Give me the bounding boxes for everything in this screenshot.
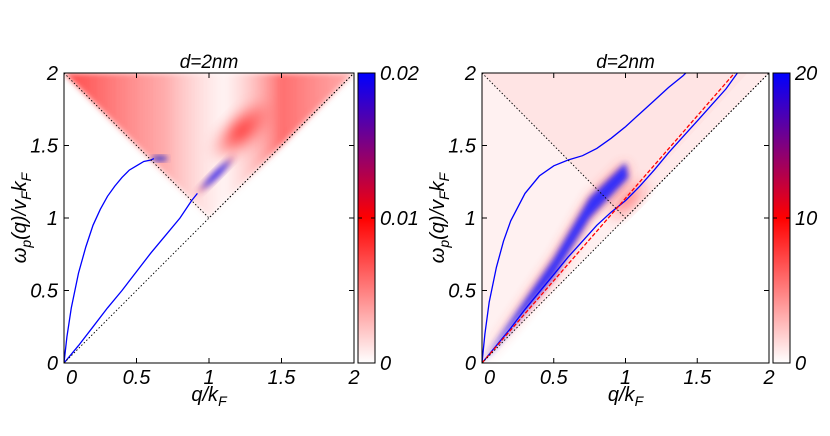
plasmon-branch-0 <box>64 158 155 363</box>
y-axis-label-part: F <box>18 190 34 200</box>
red-hotspot <box>209 99 272 163</box>
y-tick-label: 0 <box>47 353 58 375</box>
x-axis-label-main: q/k <box>191 384 219 406</box>
y-axis-label-part: (q)/v <box>9 199 31 240</box>
x-axis-label: q/kF <box>608 384 645 409</box>
chart-title: d=2nm <box>180 52 239 73</box>
continuum-region <box>482 73 769 218</box>
x-tick-label: 1 <box>620 367 631 389</box>
x-tick-label: 0.5 <box>540 367 569 389</box>
x-axis-label-sub: F <box>635 393 645 409</box>
y-axis-label-part: p <box>436 240 452 249</box>
y-axis-label-part: F <box>436 190 452 200</box>
x-tick-label: 0.5 <box>123 367 152 389</box>
y-axis-label-part: k <box>9 180 31 191</box>
y-tick-label: 1.5 <box>448 136 477 158</box>
left-chart: 000.50.5111.51.522d=2nmq/kFωp(q)/vFkF00.… <box>9 52 419 409</box>
colorbar-tick-label: 0 <box>380 353 391 375</box>
heatmap-fill <box>482 73 769 363</box>
y-tick-label: 2 <box>464 63 476 85</box>
curves <box>482 73 769 363</box>
continuum-region <box>64 73 354 218</box>
y-tick-label: 0.5 <box>448 281 477 303</box>
plasmon-branch-1 <box>482 73 738 363</box>
blue-hotspot <box>194 152 238 197</box>
heatmap-fill <box>64 73 354 218</box>
y-axis-label: ωp(q)/vFkF <box>9 171 34 263</box>
blue-hot-band <box>482 162 629 363</box>
x-axis-label-main: q/k <box>608 384 636 406</box>
y-axis-label: ωp(q)/vFkF <box>427 171 452 263</box>
y-axis-label-part: (q)/v <box>427 199 449 240</box>
colorbar-tick-label: 0.02 <box>380 63 419 85</box>
colorbar-tick-label: 10 <box>795 208 817 230</box>
x-axis-label: q/kF <box>191 384 228 409</box>
dotted-boundary-4 <box>482 73 769 363</box>
red-hotspot <box>606 178 651 223</box>
x-tick-label: 1 <box>203 367 214 389</box>
plasmon-branch-0 <box>482 73 687 363</box>
x-tick-label: 2 <box>347 367 359 389</box>
continuum-region-lower <box>482 73 626 363</box>
x-axis-label-sub: F <box>218 393 228 409</box>
y-tick-label: 0.5 <box>30 281 59 303</box>
colorbar-tick-label: 0.01 <box>380 208 419 230</box>
chart-title: d=2nm <box>596 52 655 73</box>
y-tick-label: 0 <box>465 353 476 375</box>
y-axis-label-part: ω <box>427 248 449 264</box>
blue-hotspot-small <box>151 155 168 162</box>
colorbar-tick-label: 20 <box>794 63 817 85</box>
plasmon-branch-1 <box>64 192 198 363</box>
right-chart: 000.50.5111.51.522d=2nmq/kFωp(q)/vFkF010… <box>427 52 817 409</box>
y-axis-label-part: F <box>18 171 34 181</box>
colorbar-tick-label: 0 <box>795 353 806 375</box>
y-axis-label-part: p <box>18 240 34 249</box>
x-tick-label: 1.5 <box>268 367 297 389</box>
y-axis-label-part: ω <box>9 248 31 264</box>
y-axis-label-part: F <box>436 171 452 181</box>
y-tick-label: 1 <box>47 208 58 230</box>
line-2 <box>482 73 736 363</box>
x-tick-label: 1.5 <box>683 367 712 389</box>
y-tick-label: 2 <box>46 63 58 85</box>
y-tick-label: 1.5 <box>30 136 59 158</box>
y-tick-label: 1 <box>465 208 476 230</box>
band-region <box>618 73 769 218</box>
y-axis-label-part: k <box>427 180 449 191</box>
curves <box>64 73 354 363</box>
x-tick-label: 0 <box>66 367 77 389</box>
x-tick-label: 2 <box>762 367 774 389</box>
x-tick-label: 0 <box>484 367 495 389</box>
